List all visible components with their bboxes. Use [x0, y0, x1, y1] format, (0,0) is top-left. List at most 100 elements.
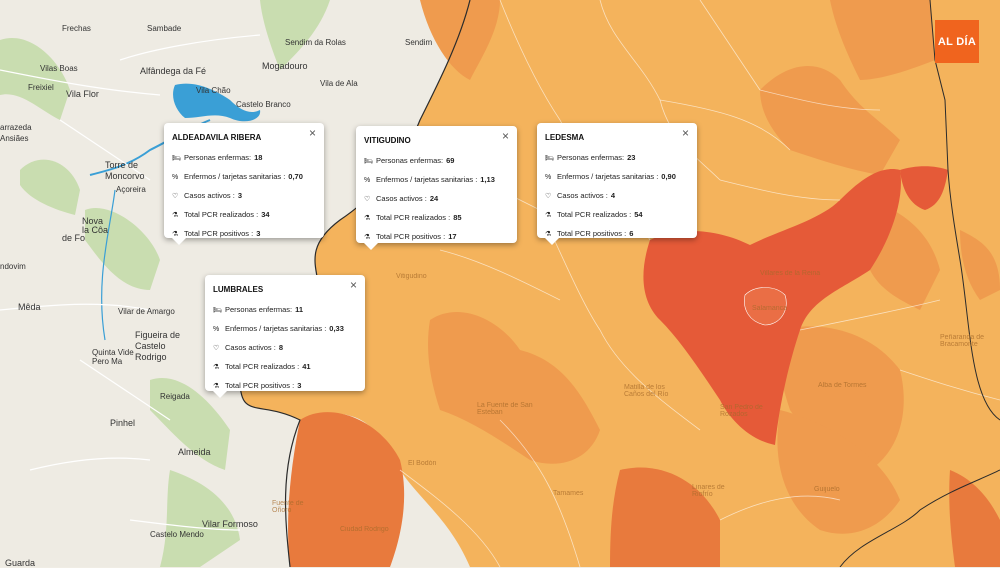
place-label: Sendim — [405, 38, 433, 47]
bed-icon: 🛏 — [364, 158, 373, 165]
place-label: Mogadouro — [262, 61, 308, 71]
info-popup-aldeadavila: × ALDEADAVILA RIBERA 🛏 Personas enfermas:… — [164, 123, 324, 245]
place-label: Freixiel — [28, 83, 54, 92]
flask-icon: ⚗ — [364, 215, 371, 222]
bed-icon: 🛏 — [172, 155, 181, 162]
close-icon[interactable]: × — [349, 278, 357, 292]
popup-title: LUMBRALES — [213, 285, 264, 294]
place-label: la Côa — [82, 225, 109, 235]
stat-label: Total PCR realizados : — [225, 362, 300, 371]
stat-label: Personas enfermas: — [557, 153, 625, 162]
stat-label: Enfermos / tarjetas sanitarias : — [376, 175, 478, 184]
stat-label: Casos activos : — [557, 191, 608, 200]
popup-stat-row: ⚗ Total PCR realizados :41 — [213, 357, 357, 376]
stat-label: Enfermos / tarjetas sanitarias : — [184, 172, 286, 181]
flask-icon: ⚗ — [364, 234, 371, 241]
green-area — [150, 378, 230, 470]
al-dia-logo: AL DÍA — [935, 20, 979, 63]
zone-medium[interactable] — [428, 311, 600, 464]
flask-icon: ⚗ — [545, 212, 552, 219]
percent-icon: % — [364, 177, 371, 184]
place-label: Pero Ma — [92, 357, 123, 366]
place-label: Vitigudino — [396, 273, 427, 280]
place-label: Vila Chão — [196, 86, 231, 95]
flask-icon: ⚗ — [545, 231, 552, 238]
place-label: Vila Flor — [66, 89, 99, 99]
green-area — [85, 208, 160, 290]
flask-icon: ⚗ — [213, 383, 220, 390]
stat-label: Total PCR realizados : — [557, 210, 632, 219]
heart-icon: ♡ — [364, 196, 371, 203]
place-label: Quinta Vide — [92, 348, 134, 357]
popup-stat-row: ♡ Casos activos :4 — [545, 186, 689, 205]
stat-value: 24 — [429, 194, 439, 203]
place-label: Castelo Branco — [236, 100, 291, 109]
popup-stat-row: % Enfermos / tarjetas sanitarias :1,13 — [364, 170, 509, 189]
stat-value: 69 — [446, 156, 455, 165]
info-popup-vitigudino: × VITIGUDINO 🛏 Personas enfermas: 69% Enfer… — [356, 126, 517, 250]
stat-value: 85 — [453, 213, 462, 222]
reservoir — [173, 83, 261, 122]
place-label: San Pedro de Rozados — [720, 404, 763, 418]
zone-medium[interactable] — [778, 326, 904, 470]
stat-value: 6 — [629, 229, 634, 238]
info-popup-ledesma: × LEDESMA 🛏 Personas enfermas: 23% Enfermos… — [537, 123, 697, 245]
popup-stat-row: ⚗ Total PCR positivos :3 — [172, 224, 316, 243]
place-label: Guarda — [5, 558, 36, 568]
place-label: Vilar de Amargo — [118, 307, 175, 316]
stat-label: Enfermos / tarjetas sanitarias : — [225, 324, 327, 333]
stat-value: 3 — [256, 229, 261, 238]
zone-medium[interactable] — [830, 0, 935, 80]
stat-label: Casos activos : — [376, 194, 427, 203]
close-icon[interactable]: × — [501, 129, 509, 143]
province-border — [839, 469, 1000, 567]
stat-label: Casos activos : — [184, 191, 235, 200]
zone-dark[interactable] — [288, 412, 405, 567]
stat-value: 4 — [610, 191, 616, 200]
stat-label: Casos activos : — [225, 343, 276, 352]
zone-dark[interactable] — [610, 467, 720, 567]
green-area — [260, 0, 330, 70]
place-label: de Fo — [62, 233, 86, 243]
stat-label: Personas enfermas: — [376, 156, 444, 165]
percent-icon: % — [213, 326, 220, 333]
flask-icon: ⚗ — [172, 231, 179, 238]
place-label: Ansiães — [0, 134, 29, 143]
stat-label: Enfermos / tarjetas sanitarias : — [557, 172, 659, 181]
popup-stat-row: ♡ Casos activos :8 — [213, 338, 357, 357]
popup-title: ALDEADAVILA RIBERA — [172, 133, 262, 142]
place-label: Villares de la Reina — [760, 270, 821, 277]
bed-icon: 🛏 — [213, 307, 222, 314]
popup-stat-row: ⚗ Total PCR positivos :3 — [213, 376, 357, 395]
zone-darkest[interactable] — [900, 166, 948, 210]
stat-value: 8 — [278, 343, 284, 352]
close-icon[interactable]: × — [308, 126, 316, 140]
zone-dark[interactable] — [949, 470, 1000, 567]
place-label: arrazeda — [0, 123, 32, 132]
stat-value: 41 — [302, 362, 311, 371]
place-label: Almeida — [178, 447, 211, 457]
green-area — [0, 38, 70, 120]
close-icon[interactable]: × — [681, 126, 689, 140]
stat-value: 34 — [261, 210, 270, 219]
stat-label: Total PCR realizados : — [184, 210, 259, 219]
zone-medium[interactable] — [777, 410, 900, 534]
popup-stat-row: ♡ Casos activos :24 — [364, 189, 509, 208]
zone-medium[interactable] — [420, 0, 500, 80]
flask-icon: ⚗ — [213, 364, 220, 371]
stat-label: Total PCR positivos : — [376, 232, 446, 241]
zone-medium[interactable] — [960, 230, 1000, 300]
popup-stat-row: ⚗ Total PCR realizados :34 — [172, 205, 316, 224]
popup-stat-row: 🛏 Personas enfermas: 11 — [213, 300, 357, 319]
zone-medium[interactable] — [760, 66, 900, 175]
popup-stat-row: ⚗ Total PCR positivos :6 — [545, 224, 689, 243]
place-label: Vila de Ala — [320, 79, 358, 88]
flask-icon: ⚗ — [172, 212, 179, 219]
place-label: Alba de Tormes — [818, 382, 867, 389]
stat-label: Personas enfermas: — [184, 153, 252, 162]
stat-value: 17 — [448, 232, 457, 241]
place-label: Guijuelo — [814, 486, 840, 493]
popup-stat-row: ⚗ Total PCR positivos :17 — [364, 227, 509, 246]
place-label: Matilla de los Caños del Río — [624, 384, 669, 398]
